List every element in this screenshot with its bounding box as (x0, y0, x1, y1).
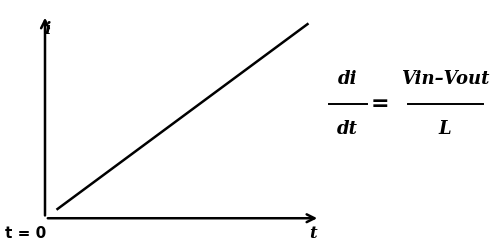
Text: di: di (338, 70, 357, 88)
Text: dt: dt (337, 120, 358, 138)
Text: =: = (370, 94, 390, 114)
Text: i: i (44, 21, 51, 38)
Text: Vin–Vout: Vin–Vout (401, 70, 489, 88)
Text: L: L (438, 120, 452, 138)
Text: t = 0: t = 0 (5, 226, 46, 241)
Text: t: t (308, 225, 316, 242)
